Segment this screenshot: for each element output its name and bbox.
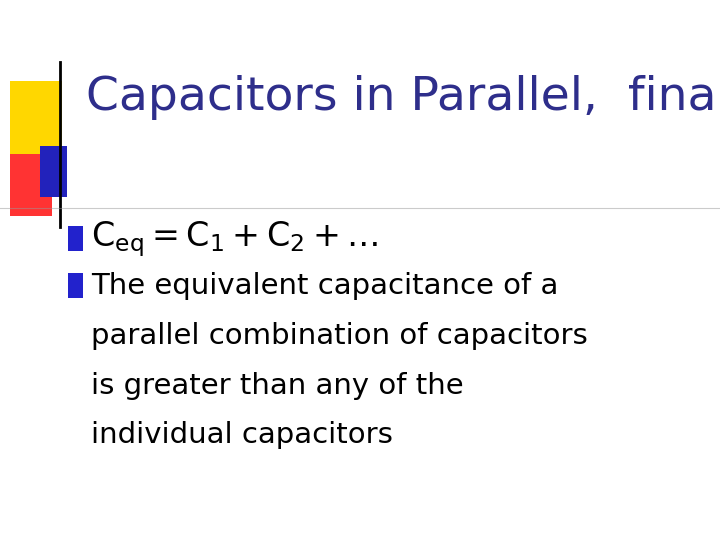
Bar	[40, 146, 67, 197]
Bar	[68, 273, 83, 298]
Text: is greater than any of the: is greater than any of the	[91, 372, 464, 400]
Bar	[10, 154, 52, 216]
Bar	[10, 81, 62, 170]
Bar	[68, 226, 83, 251]
Text: The equivalent capacitance of a: The equivalent capacitance of a	[91, 272, 559, 300]
Text: individual capacitors: individual capacitors	[91, 421, 393, 449]
Text: $\mathregular{C_{eq} = C_1 + C_2 + \ldots}$: $\mathregular{C_{eq} = C_1 + C_2 + \ldot…	[91, 219, 379, 259]
Text: Capacitors in Parallel,  final: Capacitors in Parallel, final	[86, 75, 720, 120]
Text: parallel combination of capacitors: parallel combination of capacitors	[91, 322, 588, 350]
